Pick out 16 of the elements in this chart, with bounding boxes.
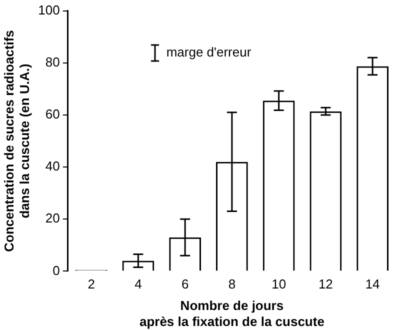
x-tick-label: 12 — [318, 276, 333, 292]
y-tick-label: 80 — [45, 54, 60, 70]
y-tick-label: 100 — [38, 2, 60, 18]
y-tick-label: 20 — [45, 210, 60, 226]
y-tick-label: 40 — [45, 158, 60, 174]
annotation: marge d'erreur — [166, 44, 252, 60]
y-tick-label: 60 — [45, 106, 60, 122]
x-tick-label: 14 — [365, 276, 380, 292]
x-axis-title: Nombre de jours après la fixation de la cuscute — [139, 298, 324, 329]
x-tick-label: 2 — [88, 276, 95, 292]
x-tick-label: 6 — [181, 276, 189, 292]
x-tick-label: 4 — [134, 276, 142, 292]
x-tick-label: 8 — [228, 276, 236, 292]
y-tick-label: 0 — [52, 262, 60, 278]
y-axis-title: Concentration de sucres radioactifs dans la cuscute (en U.A.) — [1, 30, 32, 252]
x-tick-label: 10 — [272, 276, 286, 292]
